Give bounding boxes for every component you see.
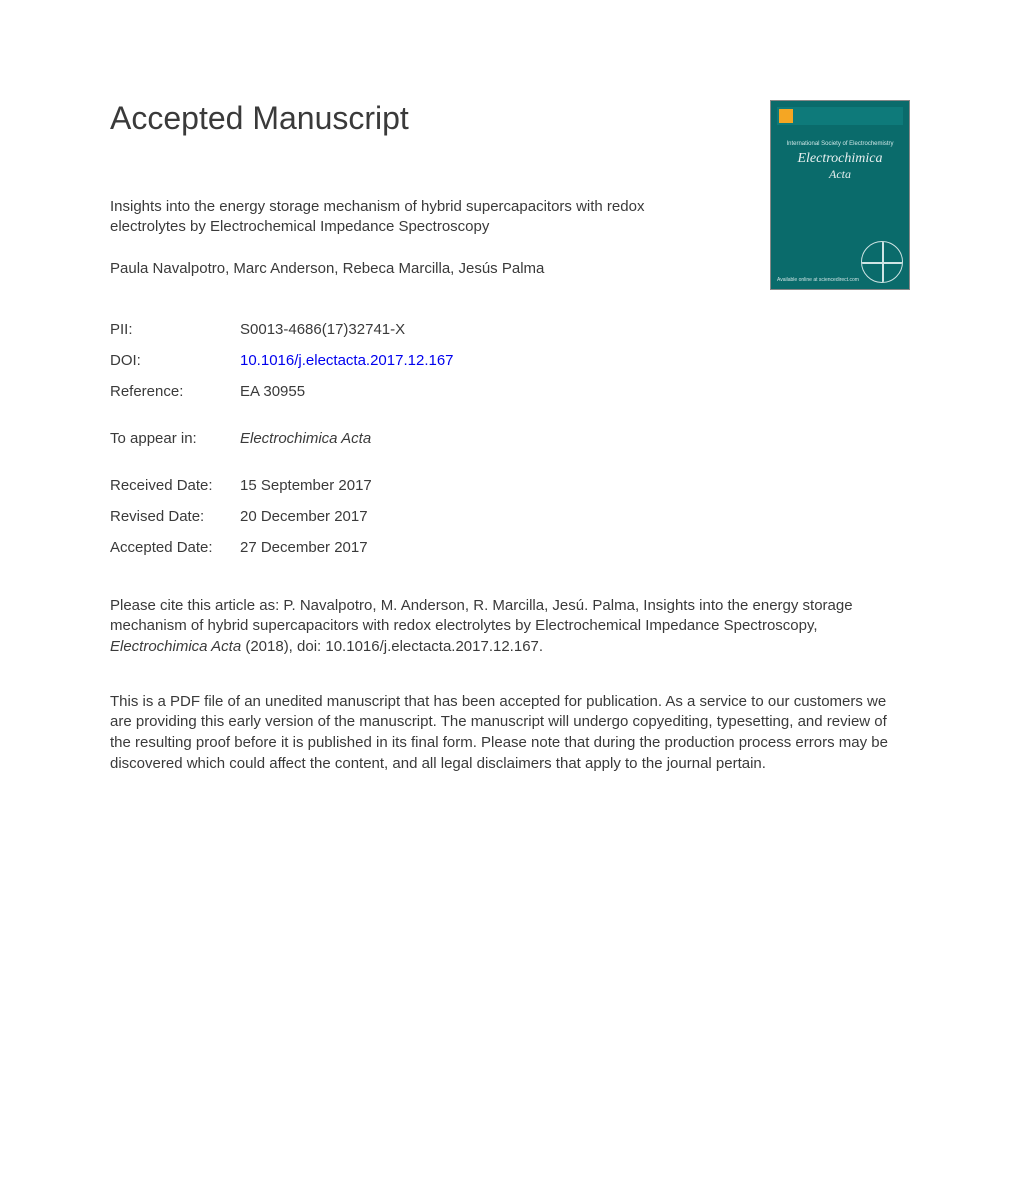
meta-row-revised: Revised Date: 20 December 2017 <box>110 508 910 525</box>
citation-prefix: Please cite this article as: P. Navalpot… <box>110 597 853 635</box>
doi-label: DOI: <box>110 352 240 369</box>
cover-footer: Available online at sciencedirect.com <box>777 241 903 283</box>
meta-row-appear: To appear in: Electrochimica Acta <box>110 430 910 447</box>
reference-value: EA 30955 <box>240 383 305 400</box>
citation-journal: Electrochimica Acta <box>110 638 241 655</box>
meta-row-reference: Reference: EA 30955 <box>110 383 910 400</box>
cover-society-text: International Society of Electrochemistr… <box>777 141 903 147</box>
globe-icon <box>861 241 903 283</box>
revised-value: 20 December 2017 <box>240 508 368 525</box>
meta-row-doi: DOI: 10.1016/j.electacta.2017.12.167 <box>110 352 910 369</box>
appear-value: Electrochimica Acta <box>240 430 371 447</box>
received-value: 15 September 2017 <box>240 477 372 494</box>
article-title: Insights into the energy storage mechani… <box>110 197 710 238</box>
manuscript-page: Accepted Manuscript International Societ… <box>0 0 1020 834</box>
cover-journal-sub: Acta <box>777 167 903 182</box>
appear-label: To appear in: <box>110 430 240 447</box>
elsevier-logo-icon <box>779 109 793 123</box>
revised-label: Revised Date: <box>110 508 240 525</box>
citation-block: Please cite this article as: P. Navalpot… <box>110 596 910 658</box>
cover-header <box>777 107 903 125</box>
pii-value: S0013-4686(17)32741-X <box>240 321 405 338</box>
journal-cover-thumbnail: International Society of Electrochemistr… <box>770 100 910 290</box>
accepted-label: Accepted Date: <box>110 539 240 556</box>
citation-suffix: (2018), doi: 10.1016/j.electacta.2017.12… <box>241 638 543 655</box>
meta-row-received: Received Date: 15 September 2017 <box>110 477 910 494</box>
disclaimer-block: This is a PDF file of an unedited manusc… <box>110 692 910 775</box>
accepted-value: 27 December 2017 <box>240 539 368 556</box>
doi-link[interactable]: 10.1016/j.electacta.2017.12.167 <box>240 352 454 369</box>
meta-row-pii: PII: S0013-4686(17)32741-X <box>110 321 910 338</box>
cover-journal-name: Electrochimica <box>777 151 903 167</box>
cover-availability: Available online at sciencedirect.com <box>777 277 859 283</box>
meta-row-accepted: Accepted Date: 27 December 2017 <box>110 539 910 556</box>
received-label: Received Date: <box>110 477 240 494</box>
pii-label: PII: <box>110 321 240 338</box>
reference-label: Reference: <box>110 383 240 400</box>
